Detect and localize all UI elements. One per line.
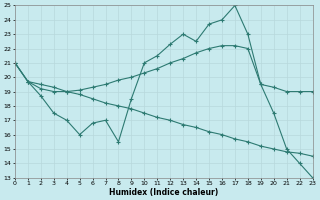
- X-axis label: Humidex (Indice chaleur): Humidex (Indice chaleur): [109, 188, 218, 197]
